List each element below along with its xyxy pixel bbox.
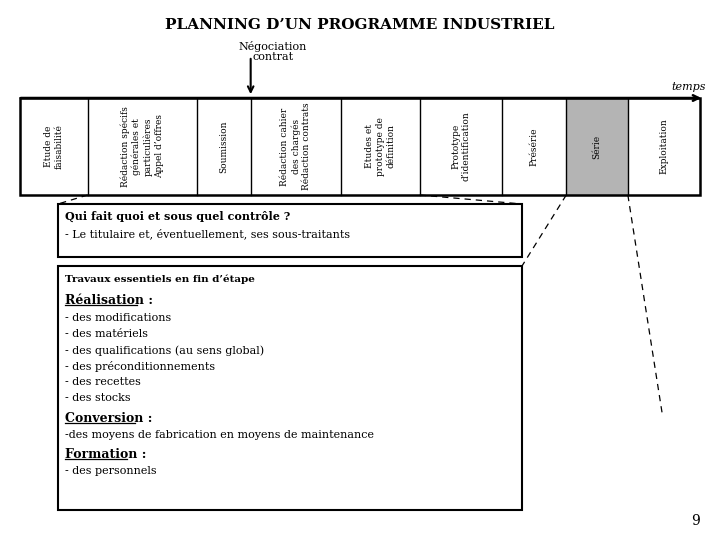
Bar [566, 98, 628, 195]
Text: temps: temps [672, 82, 706, 92]
Text: - des modifications: - des modifications [65, 313, 171, 323]
Text: Etude de
faisabilité: Etude de faisabilité [44, 124, 63, 169]
Text: Négociation: Négociation [239, 41, 307, 52]
Text: Qui fait quoi et sous quel contrôle ?: Qui fait quoi et sous quel contrôle ? [65, 211, 290, 222]
Text: - Le titulaire et, éventuellement, ses sous-traitants: - Le titulaire et, éventuellement, ses s… [65, 228, 350, 239]
Text: contrat: contrat [253, 52, 294, 62]
Text: Réalisation :: Réalisation : [65, 294, 153, 307]
Bar [58, 204, 522, 257]
Bar [20, 98, 700, 195]
Text: Exploitation: Exploitation [660, 119, 668, 174]
Text: - des qualifications (au sens global): - des qualifications (au sens global) [65, 345, 264, 355]
Text: Rédaction spécifs
générales et
particulières
Appel d’offres: Rédaction spécifs générales et particuli… [120, 106, 163, 187]
Text: - des personnels: - des personnels [65, 466, 157, 476]
Text: Rédaction cahier
des chargés
Rédaction contrats: Rédaction cahier des chargés Rédaction c… [280, 103, 311, 190]
Text: - des stocks: - des stocks [65, 393, 130, 403]
Text: Travaux essentiels en fin d’étape: Travaux essentiels en fin d’étape [65, 274, 255, 284]
Text: - des préconditionnements: - des préconditionnements [65, 361, 215, 372]
Text: Prototype
d’identification: Prototype d’identification [451, 112, 471, 181]
Text: - des matériels: - des matériels [65, 329, 148, 339]
Text: 9: 9 [691, 514, 700, 528]
Text: - des recettes: - des recettes [65, 377, 141, 387]
Text: Présérie: Présérie [530, 127, 539, 166]
Text: PLANNING D’UN PROGRAMME INDUSTRIEL: PLANNING D’UN PROGRAMME INDUSTRIEL [166, 18, 554, 32]
Text: Série: Série [593, 134, 602, 159]
Text: Soumission: Soumission [219, 120, 228, 173]
Text: Etudes et
prototype de
définition: Etudes et prototype de définition [365, 117, 395, 176]
Text: Formation :: Formation : [65, 448, 146, 461]
Bar [58, 266, 522, 510]
Text: -des moyens de fabrication en moyens de maintenance: -des moyens de fabrication en moyens de … [65, 430, 374, 440]
Text: Conversion :: Conversion : [65, 412, 153, 425]
